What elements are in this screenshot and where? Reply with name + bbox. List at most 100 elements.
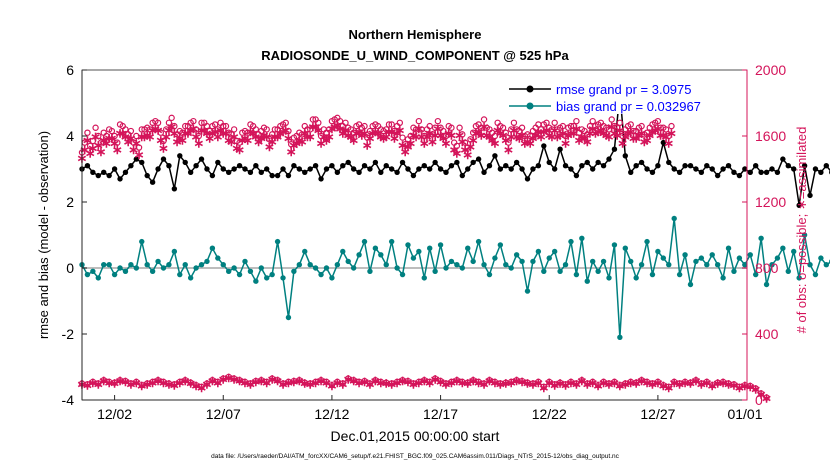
obs_assimilated-point-47: ∗	[204, 131, 215, 146]
y2-tick-label-0: 0	[755, 392, 763, 408]
obs_low-point-91: ∗	[571, 377, 582, 392]
obs_low-circle-28	[230, 375, 238, 382]
bias-point-136	[818, 255, 824, 261]
obs_possible-circle-38	[182, 122, 189, 130]
rmse-point-49	[345, 159, 351, 166]
rmse-point-83	[530, 166, 536, 172]
obs_assimilated-point-19: ∗	[128, 142, 139, 157]
obs_assimilated-point-123: ∗	[411, 129, 422, 144]
obs_assimilated-point-164: ∗	[522, 134, 533, 149]
obs_assimilated-point-139: ∗	[454, 127, 465, 142]
rmse-point-42	[307, 166, 313, 172]
bias-point-64	[427, 245, 433, 251]
rmse-point-27	[225, 169, 232, 175]
obs_assimilated-point-119: ∗	[400, 144, 411, 159]
obs_possible-circle-126	[421, 132, 428, 140]
obs_possible-circle-182	[573, 117, 580, 125]
obs_possible-circle-113	[385, 121, 393, 128]
obs_assimilated-point-159: ∗	[508, 122, 519, 137]
obs_possible-series	[78, 114, 675, 156]
rmse-point-86	[546, 159, 552, 166]
rmse-point-6	[111, 166, 118, 172]
obs_assimilated-point-33: ∗	[166, 119, 177, 134]
obs_assimilated-point-212: ∗	[652, 121, 663, 136]
obs_low-point-31: ∗	[245, 377, 256, 392]
obs_possible-circle-106	[366, 127, 374, 135]
x-tick-label-3: 12/17	[423, 406, 458, 422]
obs_possible-circle-186	[584, 131, 591, 138]
obs_low-point-72: ∗	[468, 373, 479, 388]
obs_possible-circle-174	[551, 119, 558, 127]
obs_low-circle-42	[306, 380, 314, 387]
obs_assimilated-point-10: ∗	[104, 131, 115, 146]
obs_assimilated-point-166: ∗	[527, 131, 538, 146]
rmse-point-81	[519, 166, 525, 172]
bias-point-38	[285, 314, 292, 321]
obs_low-point-26: ∗	[218, 372, 229, 387]
obs_possible-circle-75	[282, 119, 289, 127]
rmse-point-69	[454, 159, 460, 166]
legend-box	[505, 79, 745, 114]
obs_low-point-63: ∗	[419, 373, 430, 388]
rmse-point-85	[541, 143, 547, 149]
rmse-point-36	[274, 172, 281, 179]
bias-point-54	[372, 245, 379, 251]
obs_assimilated-point-92: ∗	[326, 121, 337, 136]
obs_assimilated-point-161: ∗	[514, 131, 525, 146]
axes: -4 -2 0 2 4 6 0 400 800 1200 1600 2000 12/02 12/07 12/…	[62, 62, 787, 422]
bias-point-62	[416, 248, 422, 255]
obs_low-circle-112	[687, 379, 694, 386]
obs_assimilated-point-195: ∗	[606, 119, 617, 134]
obs_low-circle-8	[122, 377, 129, 385]
rmse-point-59	[399, 159, 406, 166]
obs_low-point-23: ∗	[202, 377, 213, 392]
obs_possible-circle-81	[298, 131, 306, 138]
obs_low-circle-17	[171, 381, 178, 388]
obs_low-point-84: ∗	[533, 375, 544, 390]
obs_assimilated-point-102: ∗	[354, 124, 365, 139]
obs_assimilated-point-203: ∗	[628, 131, 639, 146]
obs_possible-circle-208	[643, 129, 651, 136]
obs_assimilated-point-132: ∗	[435, 127, 446, 142]
obs_possible-circle-128	[426, 122, 433, 130]
bias-point-122	[742, 262, 748, 268]
bias-point-83	[530, 258, 536, 265]
obs_low-circle-84	[535, 378, 542, 386]
obs_low-circle-13	[149, 378, 156, 386]
x-tick-label-1: 12/07	[206, 406, 241, 422]
obs_low-point-66: ∗	[435, 374, 446, 389]
obs_low-point-115: ∗	[701, 375, 712, 390]
obs_low-point-96: ∗	[598, 375, 609, 390]
obs_assimilated-point-50: ∗	[212, 129, 223, 144]
obs_low-circle-113	[692, 377, 700, 384]
obs_assimilated-point-173: ∗	[547, 129, 558, 144]
rmse-point-43	[312, 163, 319, 169]
obs_low-point-9: ∗	[125, 377, 136, 392]
obs_assimilated-point-53: ∗	[221, 126, 232, 141]
obs_assimilated-point-81: ∗	[297, 134, 308, 149]
rmse-point-134	[807, 192, 813, 199]
obs_assimilated-point-99: ∗	[345, 129, 356, 144]
bias-point-56	[383, 262, 389, 268]
bias-point-116	[709, 252, 715, 258]
rmse-point-30	[242, 166, 248, 172]
bias-point-109	[671, 215, 677, 222]
rmse-point-100	[622, 153, 629, 159]
bias-point-120	[731, 268, 737, 274]
obs_assimilated-point-52: ∗	[218, 126, 229, 141]
legend-bias-label: bias grand pr = 0.032967	[556, 99, 701, 114]
obs_possible-circle-13	[114, 139, 121, 146]
obs_possible-circle-5	[92, 124, 99, 131]
obs_low-circle-125	[757, 390, 765, 397]
obs_assimilated-point-118: ∗	[397, 137, 408, 152]
obs_assimilated-point-63: ∗	[248, 126, 259, 141]
obs_low-circle-68	[448, 378, 455, 386]
obs_assimilated-point-38: ∗	[180, 126, 191, 141]
obs_assimilated-point-110: ∗	[375, 129, 386, 144]
bias-point-34	[264, 275, 270, 281]
obs_low-circle-79	[508, 378, 515, 386]
rmse-point-9	[128, 163, 134, 169]
obs_assimilated-point-57: ∗	[231, 141, 242, 156]
obs_assimilated-point-216: ∗	[663, 136, 674, 151]
bias-point-12	[144, 262, 150, 268]
